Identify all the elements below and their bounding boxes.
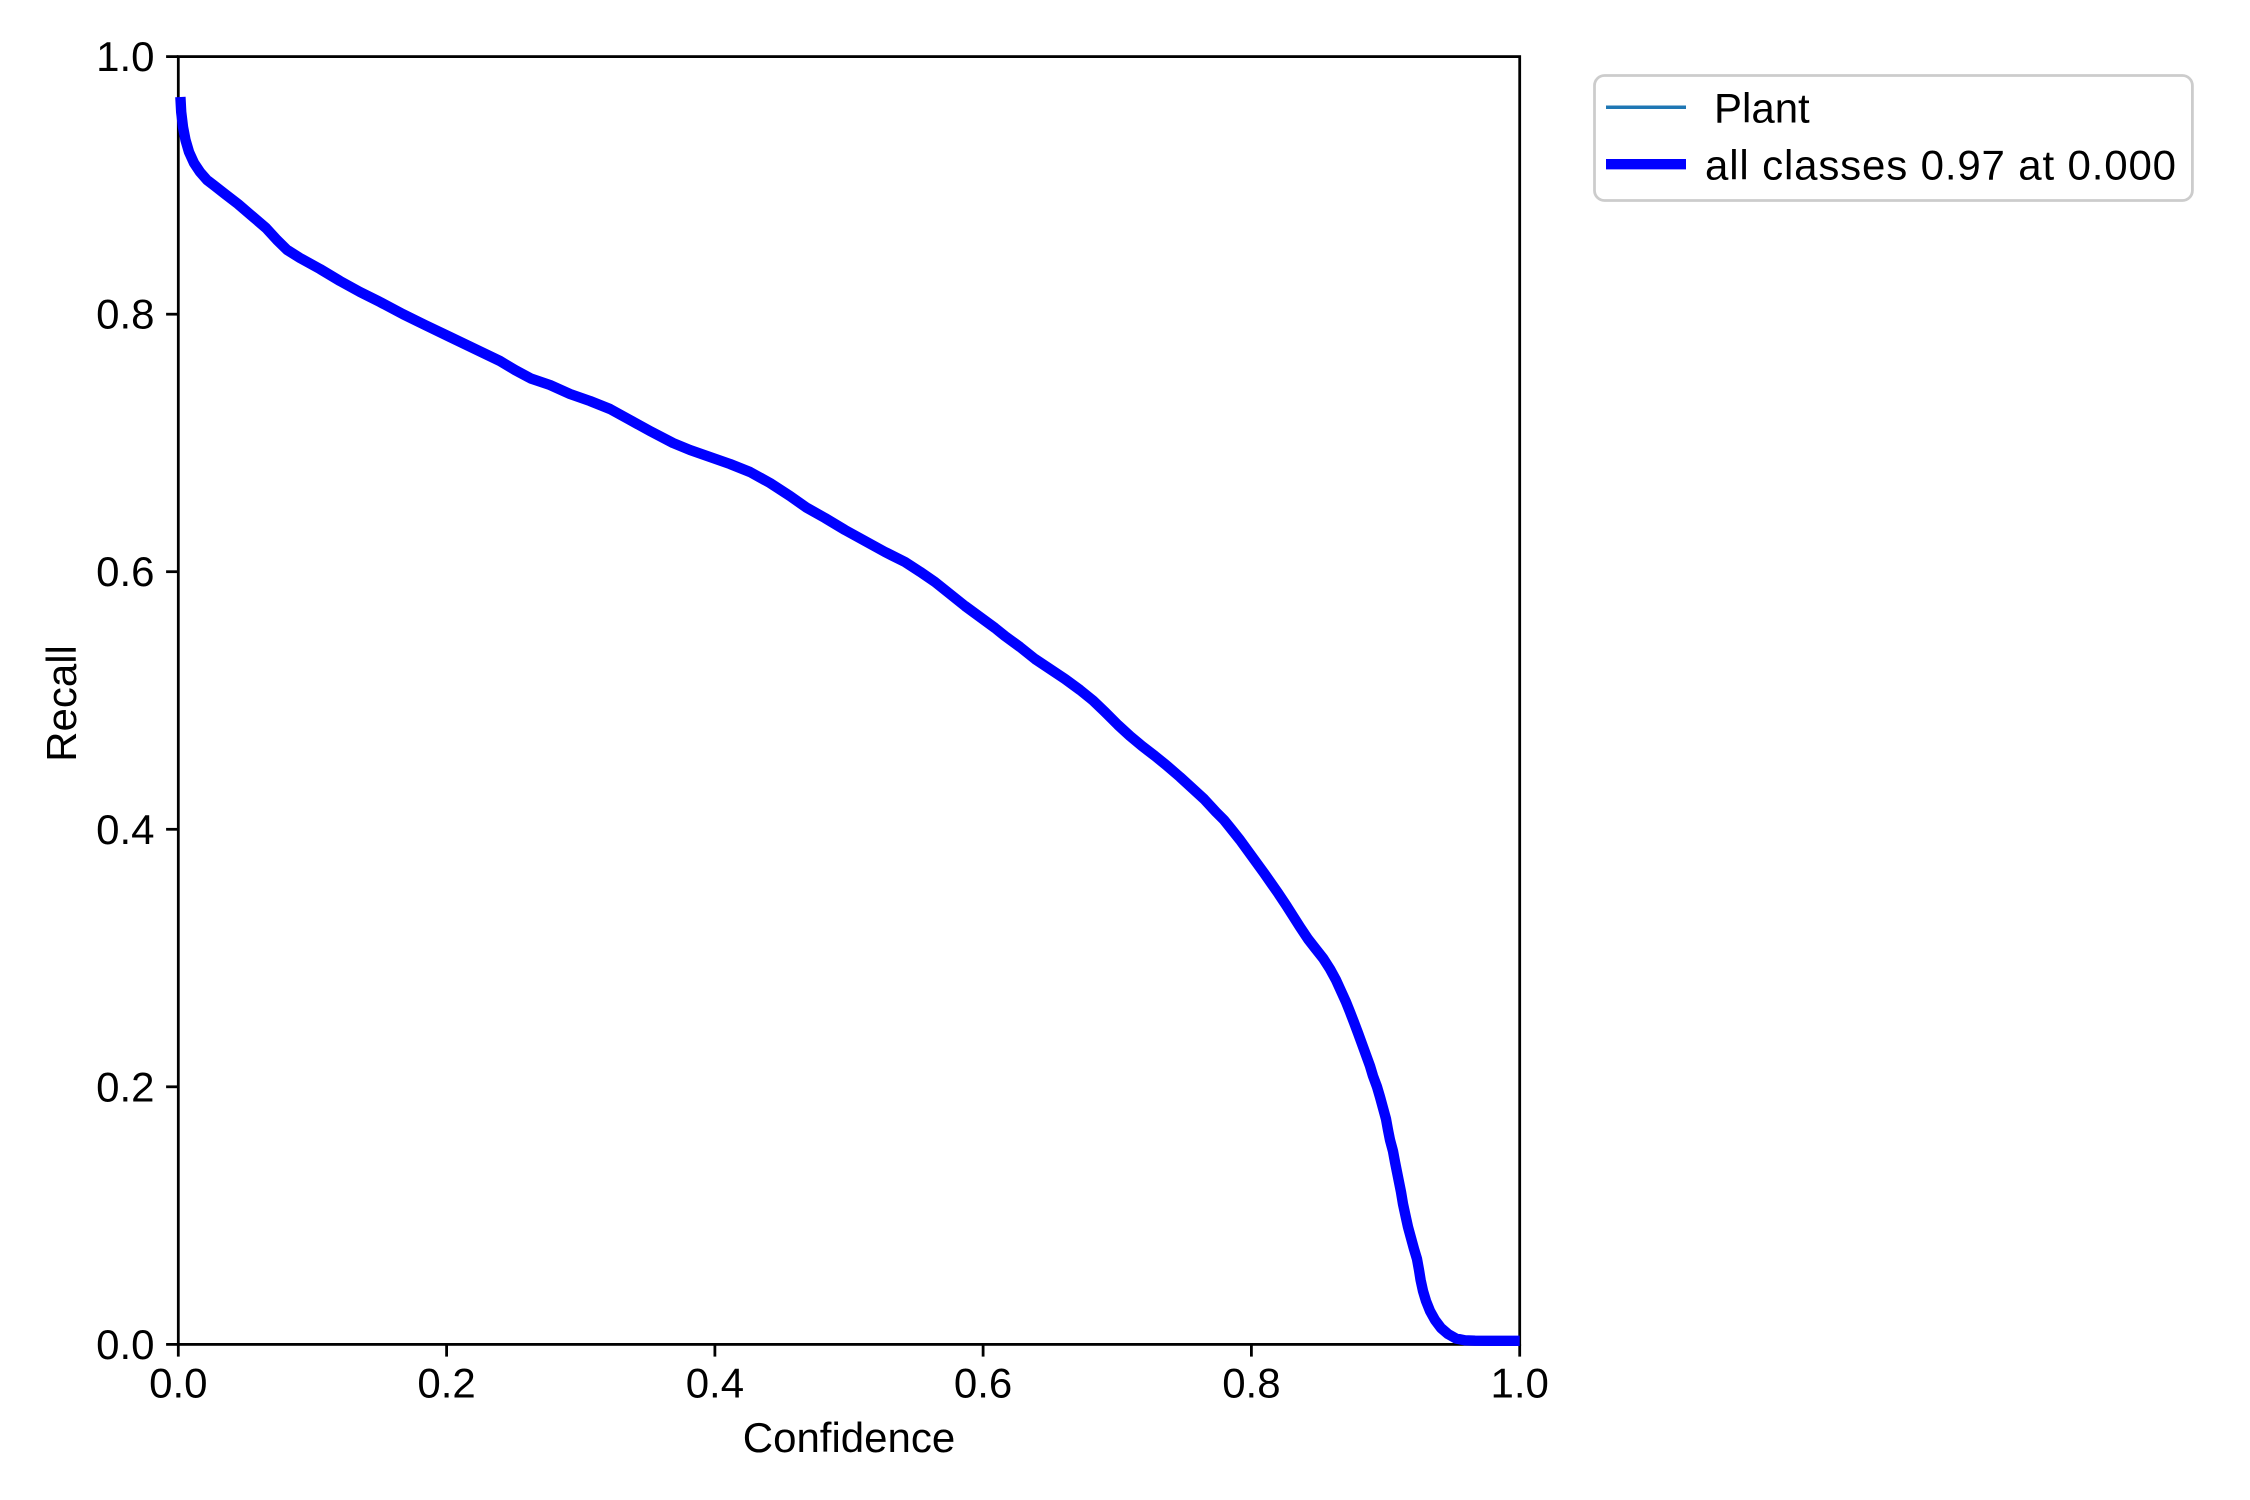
svg-text:0.0: 0.0	[149, 1360, 207, 1407]
svg-text:0.6: 0.6	[96, 548, 154, 595]
svg-text:0.6: 0.6	[954, 1360, 1012, 1407]
svg-text:Plant: Plant	[1714, 85, 1810, 132]
svg-text:0.8: 0.8	[1222, 1360, 1280, 1407]
svg-text:0.2: 0.2	[417, 1360, 475, 1407]
svg-text:0.4: 0.4	[96, 806, 154, 853]
svg-text:0.4: 0.4	[686, 1360, 744, 1407]
svg-text:1.0: 1.0	[96, 33, 154, 80]
svg-text:0.2: 0.2	[96, 1063, 154, 1110]
svg-text:1.0: 1.0	[1491, 1360, 1549, 1407]
svg-text:Confidence: Confidence	[743, 1414, 955, 1461]
svg-text:all classes 0.97 at 0.000: all classes 0.97 at 0.000	[1705, 141, 2177, 188]
svg-text:0.0: 0.0	[96, 1321, 154, 1368]
svg-text:0.8: 0.8	[96, 291, 154, 338]
svg-text:Recall: Recall	[38, 645, 85, 762]
